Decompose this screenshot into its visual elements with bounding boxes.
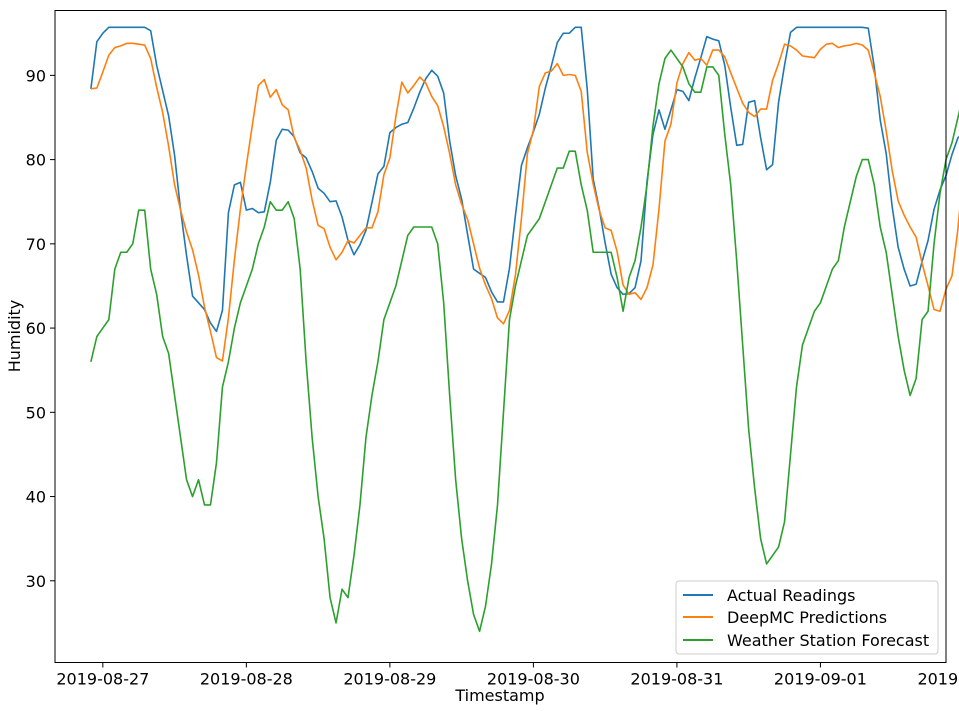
y-tick-label: 80 (26, 151, 46, 170)
plot-frame (54, 10, 947, 663)
legend-label-actual-readings: Actual Readings (727, 586, 856, 605)
series-layer (90, 26, 959, 633)
x-axis-title: Timestamp (454, 686, 544, 705)
x-tick-label: 2019-08-30 (487, 670, 580, 689)
x-tick-label: 2019-08-28 (200, 670, 293, 689)
y-tick-label: 40 (26, 488, 46, 507)
y-tick-label: 50 (26, 403, 46, 422)
legend-box (675, 580, 939, 655)
series-line-actual-readings (90, 26, 959, 333)
y-tick-label: 30 (26, 572, 46, 591)
y-tick-label: 60 (26, 319, 46, 338)
y-axis-ticks: 30 40 50 60 70 80 90 (26, 66, 55, 591)
legend-label-deepmc-predictions: DeepMC Predictions (727, 608, 887, 627)
x-tick-label: 2019-08-27 (56, 670, 149, 689)
series-line-deepmc-predictions (90, 42, 959, 362)
x-tick-label: 2019-09-01 (774, 670, 867, 689)
legend-label-weather-station-forecast: Weather Station Forecast (727, 631, 929, 650)
x-tick-label: 2019-08-31 (630, 670, 723, 689)
y-tick-label: 70 (26, 235, 46, 254)
x-tick-label: 2019-09-02 (917, 670, 959, 689)
legend: Actual Readings DeepMC Predictions Weath… (675, 580, 939, 655)
y-tick-label: 90 (26, 66, 46, 85)
x-tick-label: 2019-08-29 (343, 670, 436, 689)
x-axis-ticks: 2019-08-27 2019-08-28 2019-08-29 2019-08-30… (56, 662, 959, 689)
series-line-weather-station-forecast (90, 49, 959, 633)
y-axis-title: Humidity (5, 300, 24, 373)
